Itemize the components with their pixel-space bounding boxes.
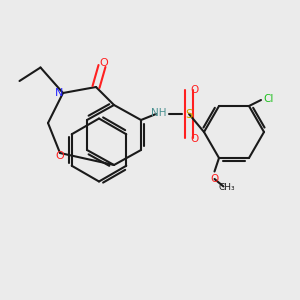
Text: O: O xyxy=(99,58,108,68)
Text: Cl: Cl xyxy=(263,94,274,103)
Text: O: O xyxy=(56,151,64,161)
Text: NH: NH xyxy=(151,107,167,118)
Text: CH₃: CH₃ xyxy=(218,184,235,193)
Text: O: O xyxy=(190,85,199,95)
Text: S: S xyxy=(185,107,193,121)
Text: O: O xyxy=(190,134,199,145)
Text: O: O xyxy=(210,174,219,184)
Text: N: N xyxy=(55,88,64,98)
